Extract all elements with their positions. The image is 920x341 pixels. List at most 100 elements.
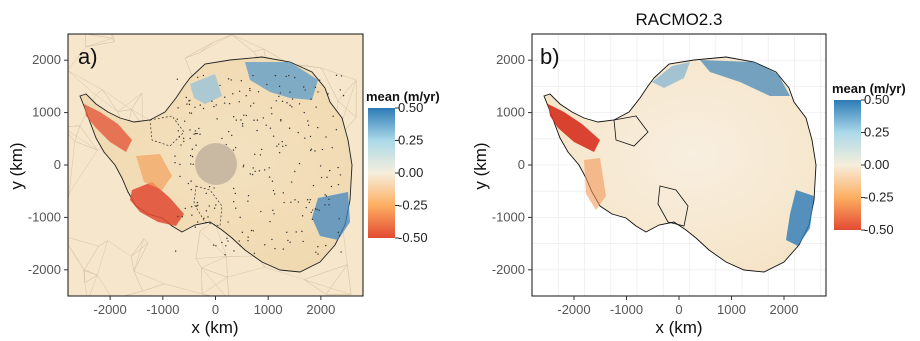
observation-point <box>245 94 247 97</box>
observation-point <box>224 96 226 98</box>
observation-point <box>294 170 296 173</box>
panel-a-map <box>68 34 357 300</box>
mesh-edge <box>227 266 265 278</box>
mesh-edge <box>68 70 96 96</box>
observation-point <box>298 103 301 105</box>
observation-point <box>310 211 312 214</box>
observation-point <box>234 192 237 195</box>
observation-point <box>273 193 276 195</box>
mesh-edge <box>231 34 264 50</box>
observation-point <box>185 96 187 99</box>
x-tick-label: 2000 <box>306 302 335 317</box>
mesh-edge <box>83 270 98 276</box>
observation-point <box>252 230 254 232</box>
mesh-edge <box>68 244 85 271</box>
observation-point <box>197 76 199 78</box>
colorbar-b-ticks: 0.50 0.25 0.00 -0.25 -0.50 <box>861 92 894 237</box>
y-tick-label: -2000 <box>28 262 61 277</box>
observation-point <box>219 84 221 87</box>
observation-point <box>215 204 217 206</box>
observation-point <box>226 237 228 240</box>
observation-point <box>232 200 235 203</box>
observation-point <box>282 145 284 148</box>
observation-point <box>268 176 271 178</box>
observation-point <box>230 79 232 81</box>
observation-point <box>234 146 237 149</box>
mesh-edge <box>143 238 149 244</box>
observation-point <box>187 182 190 185</box>
observation-point <box>240 80 243 82</box>
observation-point <box>294 199 296 201</box>
mesh-edge <box>74 125 81 142</box>
colorbar-a-ticks: 0.50 0.25 0.00 -0.25 -0.50 <box>395 100 428 245</box>
observation-point <box>188 103 191 106</box>
mesh-edge <box>88 299 113 300</box>
observation-point <box>314 150 316 152</box>
observation-point <box>179 175 181 178</box>
observation-point <box>247 236 249 238</box>
mesh-edge <box>88 299 113 300</box>
observation-point <box>335 128 338 131</box>
observation-point <box>194 106 196 108</box>
blue-region-east <box>245 62 318 100</box>
mesh-edge <box>201 267 228 278</box>
mesh-edge <box>102 89 132 110</box>
observation-point <box>188 100 190 102</box>
observation-point <box>317 126 319 129</box>
observation-point <box>182 137 185 140</box>
observation-point <box>243 114 245 116</box>
observation-point <box>252 167 254 169</box>
observation-point <box>176 118 178 120</box>
mesh-edge <box>133 238 145 272</box>
mesh-edge <box>195 231 201 259</box>
mesh-edge <box>117 109 132 112</box>
colorbar-tick-label: 0.25 <box>398 133 423 148</box>
colorbar-tick-label: 0.50 <box>864 92 889 107</box>
mesh-edge <box>201 267 226 296</box>
mesh-edge <box>133 271 143 292</box>
observation-point <box>269 127 272 129</box>
observation-point <box>311 209 314 211</box>
mesh-edge <box>68 141 76 194</box>
mesh-edge <box>68 125 80 127</box>
observation-point <box>260 210 262 213</box>
observation-point <box>193 133 195 135</box>
observation-point <box>254 170 256 173</box>
observation-point <box>252 74 254 77</box>
observation-point <box>238 101 240 103</box>
observation-point <box>312 184 315 187</box>
observation-point <box>235 119 237 121</box>
observation-point <box>191 148 194 150</box>
observation-point <box>282 248 285 250</box>
observation-point <box>275 100 277 102</box>
mesh-edge <box>264 266 305 280</box>
observation-point <box>232 93 234 95</box>
observation-point <box>199 133 201 135</box>
x-tick-label: 2000 <box>770 302 799 317</box>
observation-point <box>188 112 191 114</box>
mesh-edge <box>84 275 98 283</box>
observation-point <box>245 114 248 117</box>
mesh-edge <box>84 282 88 296</box>
mesh-edge <box>68 70 103 90</box>
observation-point <box>317 246 319 248</box>
mesh-edge <box>112 34 115 42</box>
mesh-edge <box>79 125 98 151</box>
observation-point <box>208 185 211 188</box>
x-tick-label: -1000 <box>146 302 179 317</box>
observation-point <box>271 180 274 182</box>
observation-point <box>281 100 284 103</box>
colorbar-tick-label: -0.25 <box>864 190 894 205</box>
mesh-edge <box>321 67 357 81</box>
observation-point <box>191 214 193 216</box>
mesh-edge <box>321 67 339 101</box>
y-tick-label: 0 <box>54 157 61 172</box>
observation-point <box>189 154 192 157</box>
observation-point <box>238 90 241 92</box>
observation-point <box>247 200 249 202</box>
observation-point <box>310 148 313 150</box>
colorbar-a-title: mean (m/yr) <box>366 89 440 104</box>
colorbar-a-bar <box>368 108 395 238</box>
observation-point <box>190 112 193 114</box>
panel-b-map <box>532 34 826 296</box>
